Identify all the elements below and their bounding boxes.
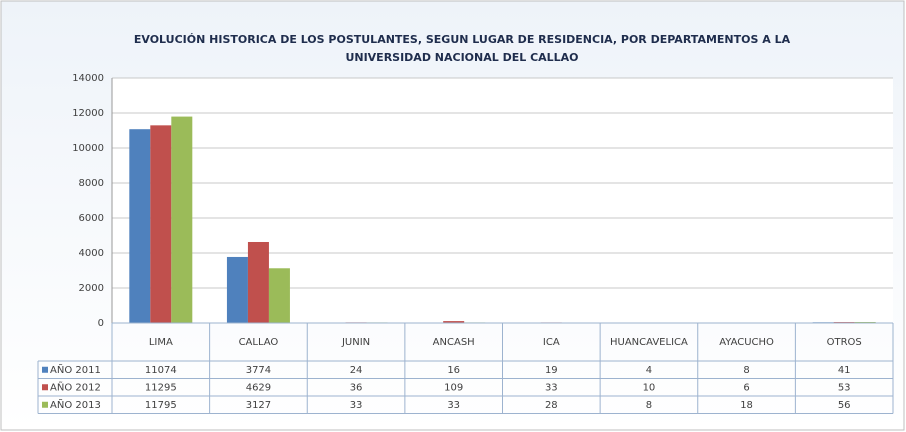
table-cell: 11795	[145, 400, 177, 411]
legend-marker	[42, 366, 48, 373]
table-cell: 53	[838, 382, 851, 393]
x-tick-label: CALLAO	[239, 337, 279, 348]
y-tick-label: 12000	[72, 108, 104, 119]
legend-label: AÑO 2011	[50, 363, 101, 376]
bar	[247, 241, 269, 323]
x-tick-label: ANCASH	[433, 337, 475, 348]
table-cell: 10	[643, 382, 656, 393]
table-cell: 8	[743, 365, 749, 376]
x-tick-label: OTROS	[827, 337, 862, 348]
table-cell: 4629	[246, 382, 271, 393]
bar	[226, 256, 248, 323]
y-tick-label: 14000	[72, 73, 104, 84]
y-tick-label: 0	[98, 318, 104, 329]
table-cell: 33	[350, 400, 363, 411]
table-cell: 11295	[145, 382, 177, 393]
chart-title: EVOLUCIÓN HISTORICA DE LOS POSTULANTES, …	[134, 33, 791, 46]
table-cell: 4	[646, 365, 652, 376]
table-cell: 41	[838, 365, 851, 376]
table-cell: 8	[646, 400, 652, 411]
chart-title: UNIVERSIDAD NACIONAL DEL CALLAO	[345, 51, 578, 64]
y-tick-label: 8000	[79, 178, 104, 189]
table-cell: 36	[350, 382, 363, 393]
table-cell: 28	[545, 400, 558, 411]
bar	[150, 125, 172, 324]
table-cell: 19	[545, 365, 558, 376]
legend-marker	[42, 401, 48, 408]
bar	[268, 268, 290, 323]
x-tick-label: LIMA	[149, 337, 173, 348]
x-tick-label: ICA	[543, 337, 560, 348]
bar	[129, 129, 151, 323]
table-cell: 33	[447, 400, 460, 411]
table-cell: 56	[838, 400, 851, 411]
y-tick-label: 4000	[79, 248, 104, 259]
x-tick-label: HUANCAVELICA	[610, 337, 688, 348]
legend-label: AÑO 2013	[50, 398, 101, 411]
table-cell: 109	[444, 382, 463, 393]
table-cell: 18	[740, 400, 753, 411]
y-tick-label: 2000	[79, 283, 104, 294]
table-cell: 6	[743, 382, 749, 393]
legend-marker	[42, 384, 48, 391]
legend-label: AÑO 2012	[50, 380, 101, 393]
table-cell: 3127	[246, 400, 271, 411]
table-cell: 33	[545, 382, 558, 393]
y-tick-label: 6000	[79, 213, 104, 224]
bar	[443, 321, 465, 323]
table-cell: 24	[350, 365, 363, 376]
table-cell: 3774	[246, 365, 271, 376]
y-tick-label: 10000	[72, 143, 104, 154]
table-cell: 16	[447, 365, 460, 376]
table-cell: 11074	[145, 365, 177, 376]
bar	[171, 116, 193, 324]
x-tick-label: AYACUCHO	[719, 337, 774, 348]
x-tick-label: JUNIN	[341, 337, 370, 348]
